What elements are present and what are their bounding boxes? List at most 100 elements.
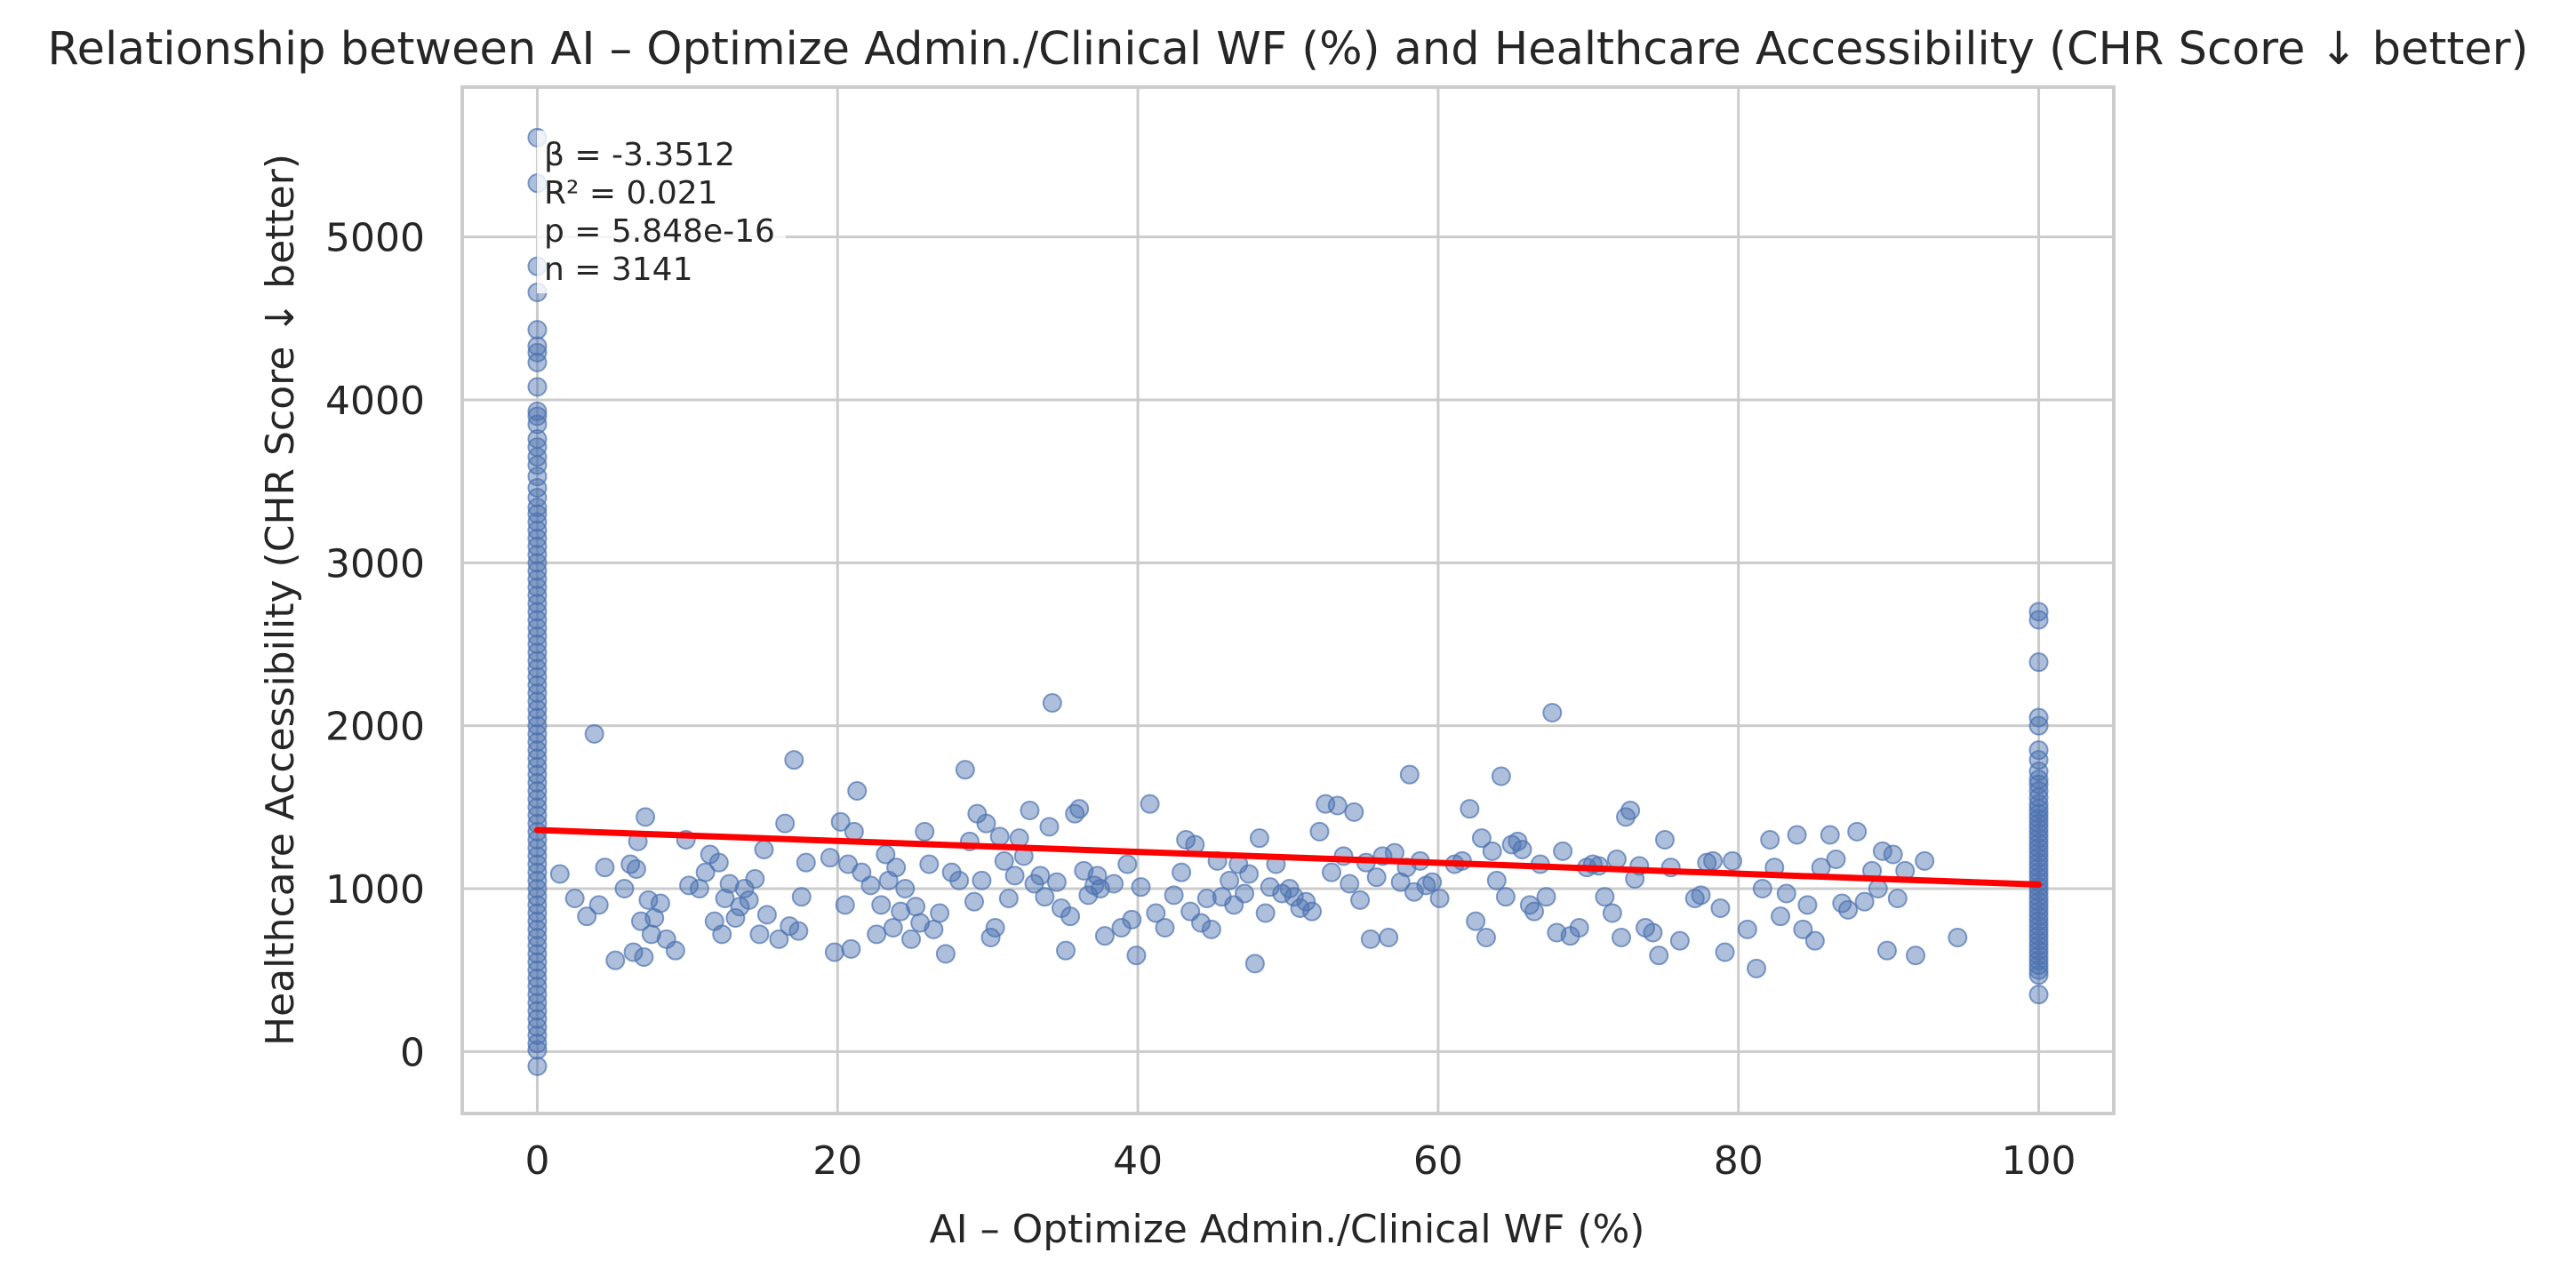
data-point	[527, 336, 548, 356]
y-tick-label: 0	[400, 1030, 425, 1075]
data-point	[1340, 874, 1360, 894]
data-point	[614, 879, 635, 898]
data-point	[1249, 828, 1269, 849]
data-point	[1069, 799, 1090, 819]
data-point	[1260, 877, 1280, 898]
data-point	[708, 852, 729, 873]
data-point	[605, 950, 626, 970]
data-point	[784, 750, 804, 770]
data-point	[1854, 891, 1875, 912]
data-point	[689, 879, 709, 898]
data-point	[769, 929, 789, 949]
y-tick-label: 1000	[325, 867, 425, 913]
data-point	[1703, 850, 1724, 871]
data-point	[1466, 911, 1486, 931]
data-point	[1620, 801, 1641, 820]
annotation-box	[537, 131, 786, 293]
data-point	[1220, 870, 1240, 890]
data-point	[1399, 764, 1420, 785]
data-point	[844, 821, 864, 842]
regression-line-group	[533, 826, 2043, 888]
data-point	[595, 858, 615, 878]
x-tick-label: 100	[2002, 1138, 2076, 1184]
data-point	[1553, 841, 1573, 861]
data-point	[1176, 830, 1196, 850]
data-point	[780, 916, 800, 937]
data-point	[719, 874, 740, 894]
data-point	[1876, 940, 1897, 961]
x-tick-label: 60	[1413, 1138, 1463, 1184]
y-tick-label: 3000	[325, 541, 425, 587]
data-point	[796, 852, 816, 873]
data-point	[1737, 919, 1757, 939]
data-point	[2028, 715, 2049, 736]
annotation-line: β = -3.3512	[544, 137, 735, 173]
data-point	[935, 944, 956, 964]
data-point	[1094, 926, 1115, 946]
x-axis-label: AI – Optimize Admin./Clinical WF (%)	[930, 1207, 1645, 1252]
data-point	[1020, 801, 1040, 820]
data-point	[1131, 877, 1151, 898]
data-point	[626, 859, 646, 879]
data-point	[1122, 909, 1142, 930]
data-point	[824, 942, 844, 962]
data-point	[638, 890, 659, 910]
data-point	[1126, 946, 1147, 966]
data-point	[1569, 918, 1589, 938]
data-point	[679, 875, 700, 896]
data-point	[1302, 901, 1323, 922]
data-point	[1155, 918, 1175, 938]
data-point	[847, 781, 868, 801]
data-point	[955, 760, 975, 780]
data-point	[1722, 850, 1742, 871]
data-point	[1512, 840, 1532, 859]
data-point	[527, 1034, 548, 1054]
data-point	[756, 905, 777, 925]
data-point	[1887, 889, 1908, 908]
y-tick-label: 5000	[325, 216, 425, 261]
data-point	[1404, 882, 1424, 902]
data-point	[2028, 960, 2049, 980]
data-point	[1868, 879, 1888, 898]
data-point	[1838, 899, 1859, 920]
data-point	[634, 947, 654, 967]
data-point	[895, 879, 916, 898]
data-point	[527, 377, 548, 397]
data-point	[994, 850, 1014, 871]
data-point	[1379, 928, 1399, 947]
data-point	[788, 921, 809, 941]
data-point	[1906, 946, 1926, 966]
data-point	[1669, 930, 1690, 951]
x-tick-label: 80	[1714, 1138, 1764, 1184]
regression-line	[533, 826, 2043, 888]
data-point	[1196, 889, 1217, 908]
data-point	[1797, 895, 1818, 915]
data-point	[739, 890, 759, 910]
data-point	[1793, 919, 1813, 939]
data-point	[820, 848, 840, 868]
data-point	[1471, 828, 1492, 849]
data-point	[712, 924, 732, 945]
data-point	[1691, 885, 1711, 906]
x-tick-label: 20	[812, 1138, 862, 1184]
data-point	[1715, 942, 1735, 962]
data-point	[775, 813, 796, 834]
data-point	[527, 352, 548, 372]
data-point	[1883, 844, 1903, 865]
data-point	[860, 875, 881, 896]
data-point	[1172, 862, 1192, 882]
annotation-line: n = 3141	[544, 251, 692, 288]
data-point	[1649, 946, 1669, 966]
data-point	[1602, 903, 1622, 923]
data-point	[1422, 872, 1443, 892]
data-point	[980, 928, 1001, 947]
data-point	[1611, 928, 1631, 947]
data-point	[1752, 879, 1772, 898]
data-point	[1060, 906, 1081, 927]
data-point	[577, 906, 597, 927]
x-tick-label: 0	[524, 1138, 549, 1184]
data-point	[1948, 928, 1968, 947]
